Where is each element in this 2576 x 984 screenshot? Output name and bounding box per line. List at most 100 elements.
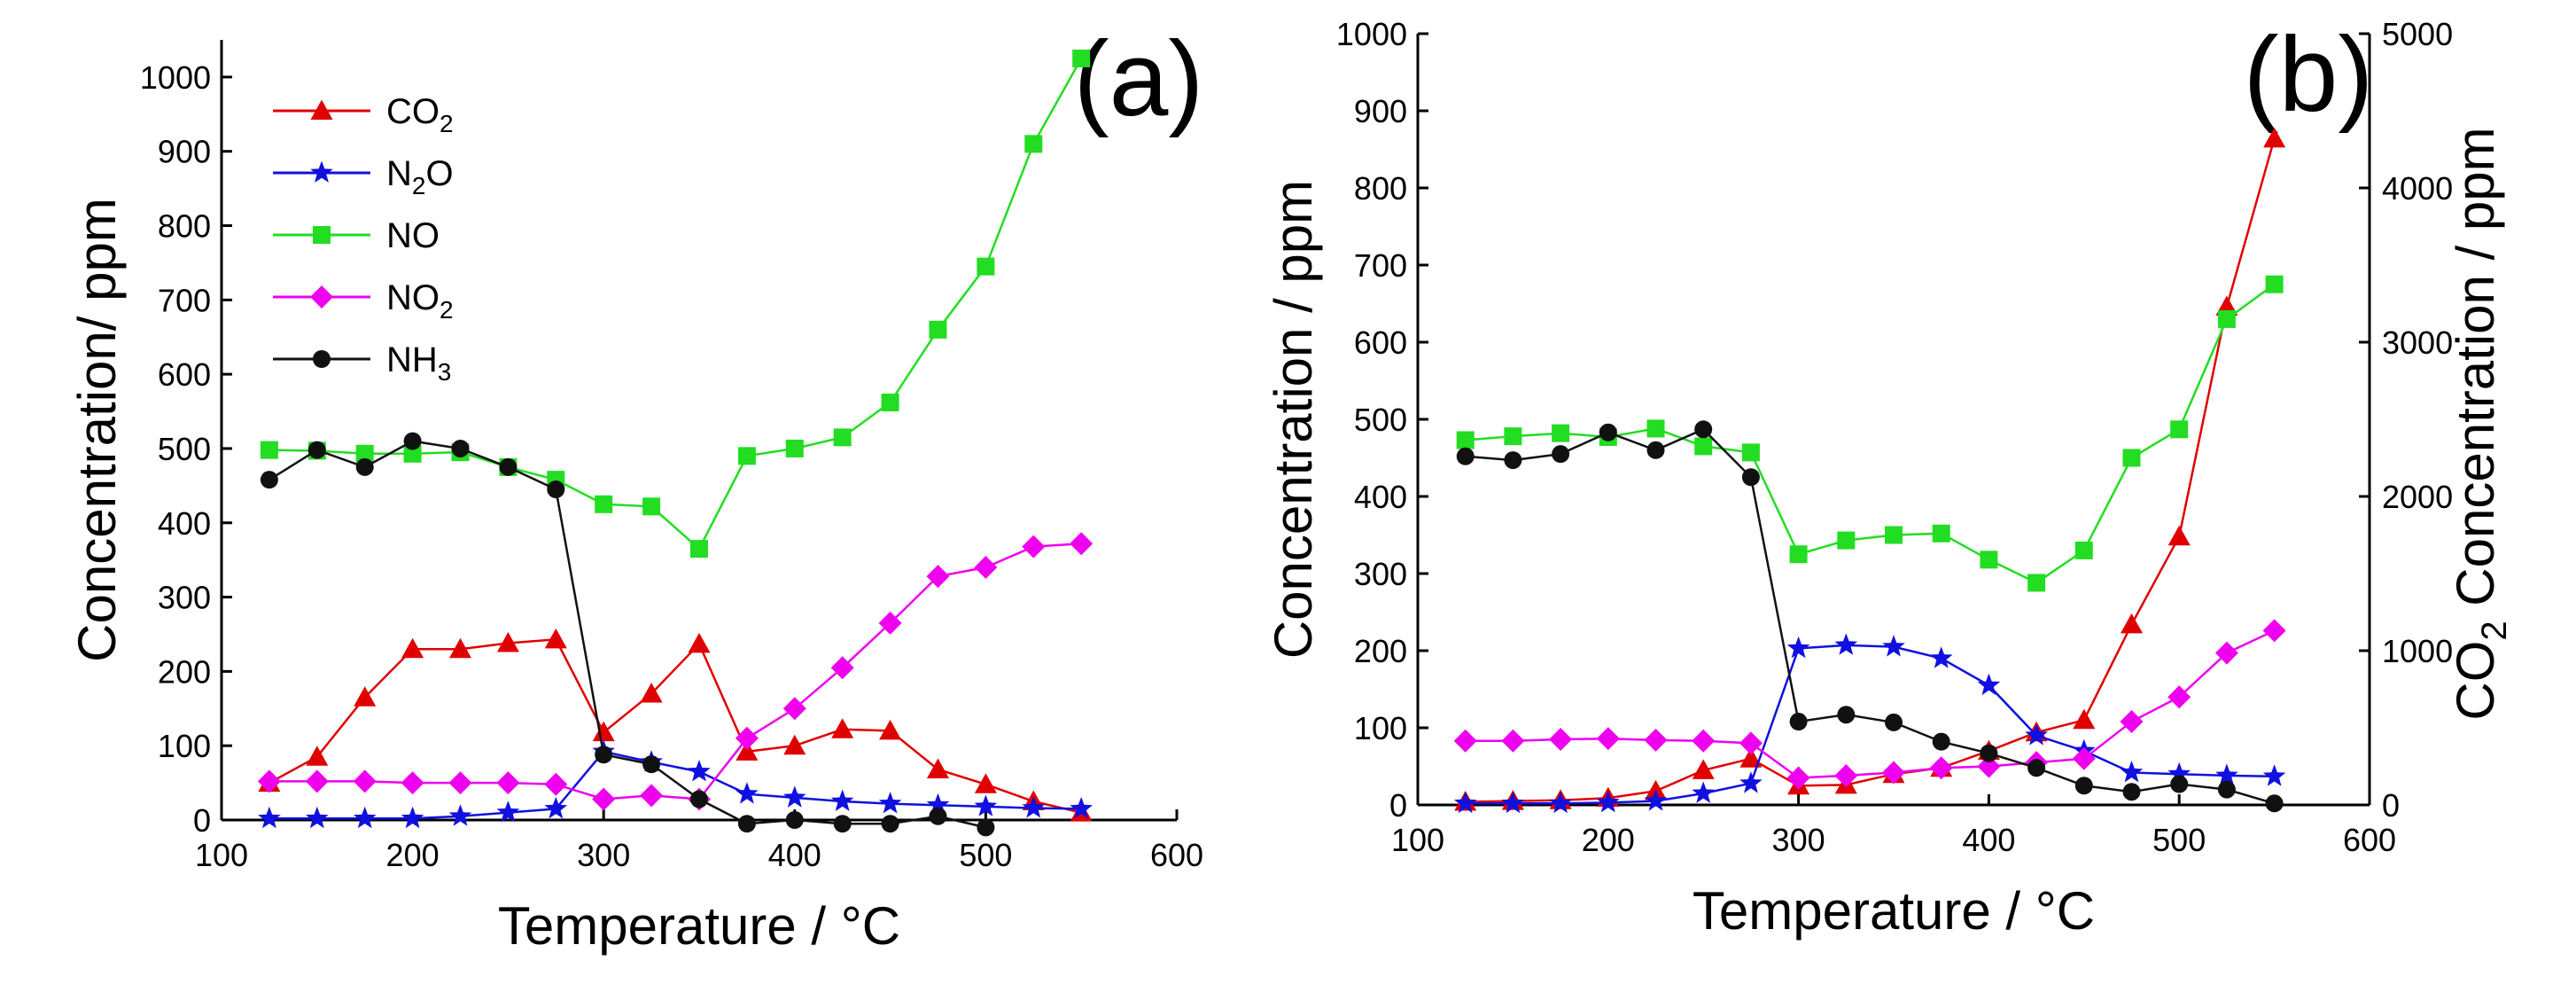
data-point-N2O bbox=[1501, 791, 1525, 814]
data-point-NO bbox=[642, 497, 661, 516]
data-point-NH3 bbox=[547, 480, 565, 499]
series-NH3 bbox=[1456, 420, 2284, 813]
data-point-NO2 bbox=[544, 772, 568, 796]
y-tick-label: 700 bbox=[1354, 247, 1407, 284]
data-point-NO2 bbox=[1692, 729, 1716, 753]
data-point-CO2 bbox=[783, 734, 806, 755]
data-point-CO2 bbox=[306, 746, 329, 766]
data-point-NO bbox=[2265, 275, 2284, 293]
data-point-NO bbox=[355, 444, 374, 463]
data-point-CO2 bbox=[401, 637, 424, 659]
data-point-NO2 bbox=[1022, 535, 1046, 558]
y-tick-label: 1000 bbox=[1336, 16, 1407, 52]
x-tick-label: 200 bbox=[386, 837, 440, 873]
data-point-N2O bbox=[1453, 791, 1477, 814]
x-tick-label: 600 bbox=[1150, 837, 1203, 873]
data-point-NH3 bbox=[929, 807, 947, 825]
data-point-NH3 bbox=[1456, 447, 1475, 465]
data-point-NH3 bbox=[2122, 783, 2141, 801]
data-point-CO2 bbox=[1692, 759, 1715, 779]
data-point-NO2 bbox=[974, 556, 998, 580]
data-point-NH3 bbox=[1504, 451, 1522, 470]
x-tick-label: 300 bbox=[577, 837, 630, 873]
y-tick-label: 0 bbox=[193, 802, 211, 839]
series-line-NH3 bbox=[268, 440, 986, 829]
data-point-CO2 bbox=[544, 628, 567, 649]
legend: CO2 N2O NO NO2 NH3 bbox=[273, 92, 454, 386]
data-point-NH3 bbox=[1980, 744, 1998, 762]
data-point-NO2 bbox=[1739, 731, 1763, 755]
data-point-NO2 bbox=[305, 769, 329, 793]
data-point-NO bbox=[1456, 431, 1475, 449]
y-tick-label: 700 bbox=[158, 282, 211, 318]
y2-tick-label: 5000 bbox=[2382, 16, 2453, 52]
data-point-NO2 bbox=[1070, 532, 1093, 556]
y-tick-label: 100 bbox=[1354, 710, 1407, 746]
data-point-NH3 bbox=[2265, 794, 2284, 813]
data-point-NO2 bbox=[2167, 685, 2191, 709]
data-point-N2O bbox=[2262, 764, 2286, 786]
data-point-NO bbox=[2027, 574, 2046, 592]
data-point-NH3 bbox=[737, 815, 756, 833]
data-point-NO bbox=[2122, 449, 2141, 467]
data-point-NH3 bbox=[1837, 706, 1856, 724]
legend-marker bbox=[310, 285, 333, 308]
series-line-NO bbox=[1465, 283, 2276, 584]
y2-tick-label: 2000 bbox=[2382, 479, 2453, 515]
data-point-N2O bbox=[830, 789, 854, 811]
legend-marker bbox=[313, 226, 331, 244]
y-tick-label: 400 bbox=[1354, 479, 1407, 515]
data-point-NH3 bbox=[977, 818, 995, 837]
data-point-NO bbox=[1837, 531, 1856, 550]
data-point-NO2 bbox=[2262, 619, 2286, 643]
chart-panel-b: 100 200 300 400 500 6000100200300400500600700… bbox=[1264, 15, 2514, 941]
data-point-N2O bbox=[926, 793, 950, 816]
data-point-NO bbox=[1504, 427, 1522, 446]
series-line-NO2 bbox=[1465, 629, 2276, 779]
series-CO2 bbox=[258, 628, 1093, 822]
data-point-N2O bbox=[1882, 635, 1905, 657]
data-point-NH3 bbox=[260, 471, 278, 489]
data-point-NO2 bbox=[1453, 729, 1477, 753]
data-point-NO2 bbox=[1596, 727, 1620, 751]
data-point-NO2 bbox=[592, 787, 616, 811]
data-point-NH3 bbox=[451, 439, 470, 457]
data-point-NH3 bbox=[403, 432, 422, 450]
data-point-N2O bbox=[688, 760, 711, 782]
y-tick-label: 600 bbox=[158, 356, 211, 393]
data-point-NH3 bbox=[355, 457, 374, 476]
y-tick-label: 500 bbox=[158, 431, 211, 467]
series-line-N2O bbox=[1465, 644, 2275, 805]
legend-entry-NH3: NH3 bbox=[386, 340, 451, 386]
data-point-NO bbox=[881, 393, 899, 411]
data-point-NO2 bbox=[2072, 746, 2096, 770]
data-point-NO bbox=[737, 447, 756, 465]
x-tick-label: 400 bbox=[1962, 822, 2015, 858]
data-point-N2O bbox=[2167, 761, 2191, 785]
chart-panel-a: 100 200 300 400 500 6000100200300400500600700… bbox=[67, 20, 1203, 956]
data-point-CO2 bbox=[1739, 747, 1763, 768]
data-point-CO2 bbox=[640, 683, 663, 703]
data-point-NO bbox=[1885, 526, 1903, 544]
data-point-NO2 bbox=[878, 611, 902, 635]
data-point-NO2 bbox=[640, 784, 664, 808]
data-point-NO2 bbox=[1786, 766, 1810, 790]
y-tick-label: 800 bbox=[158, 208, 211, 245]
data-point-NO2 bbox=[735, 726, 759, 750]
y2-tick-label: 0 bbox=[2382, 787, 2400, 824]
data-point-NH3 bbox=[690, 790, 708, 808]
data-point-NH3 bbox=[1599, 423, 1617, 441]
data-point-CO2 bbox=[354, 686, 377, 707]
data-point-NH3 bbox=[1932, 732, 1950, 751]
data-point-NH3 bbox=[1694, 420, 1713, 439]
x-tick-label: 500 bbox=[959, 837, 1012, 873]
data-point-NO2 bbox=[926, 565, 950, 589]
data-point-NH3 bbox=[2217, 780, 2236, 799]
panel-label: (b) bbox=[2244, 15, 2374, 134]
x-tick-label: 600 bbox=[2343, 822, 2396, 858]
data-point-CO2 bbox=[449, 637, 471, 659]
legend-entry-CO2: CO2 bbox=[386, 92, 454, 137]
y-tick-label: 300 bbox=[1354, 556, 1407, 592]
data-point-N2O bbox=[2120, 761, 2144, 783]
data-point-NO bbox=[785, 439, 804, 457]
